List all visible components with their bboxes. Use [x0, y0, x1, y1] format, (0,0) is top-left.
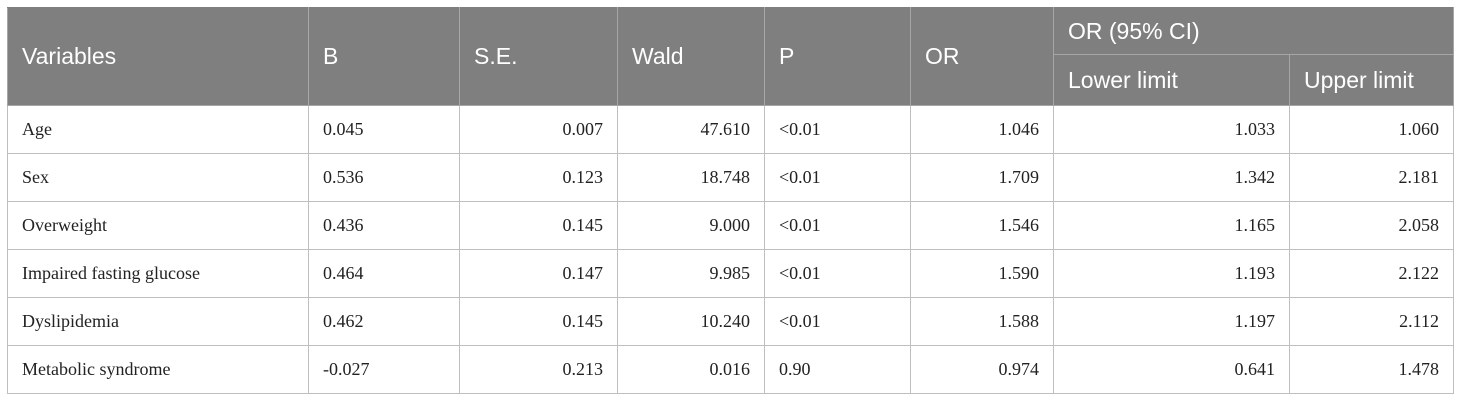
cell-lower: 1.197	[1053, 297, 1290, 346]
cell-b: -0.027	[308, 345, 460, 394]
cell-upper: 1.060	[1288, 105, 1455, 154]
cell-lower: 1.193	[1053, 249, 1290, 298]
cell-se: 0.147	[459, 249, 618, 298]
cell-upper: 2.181	[1288, 153, 1455, 202]
cell-b: 0.045	[308, 105, 460, 154]
cell-lower: 0.641	[1053, 345, 1290, 394]
cell-or: 1.546	[910, 201, 1054, 250]
cell-wald: 0.016	[617, 345, 765, 394]
cell-p: 0.90	[764, 345, 911, 394]
cell-p: <0.01	[764, 153, 911, 202]
cell-variable: Sex	[7, 153, 309, 202]
cell-lower: 1.165	[1053, 201, 1290, 250]
cell-p: <0.01	[764, 249, 911, 298]
cell-b: 0.536	[308, 153, 460, 202]
cell-se: 0.123	[459, 153, 618, 202]
cell-b: 0.464	[308, 249, 460, 298]
header-or-ci: OR (95% CI)	[1052, 7, 1455, 55]
cell-or: 1.590	[910, 249, 1054, 298]
logistic-regression-table-container: Variables B S.E. Wald P OR OR (95% CI) L…	[7, 7, 1455, 394]
table-row: Age 0.045 0.007 47.610 <0.01 1.046 1.033…	[7, 105, 1455, 154]
cell-wald: 47.610	[617, 105, 765, 154]
cell-wald: 9.000	[617, 201, 765, 250]
header-wald: Wald	[617, 7, 765, 106]
cell-lower: 1.033	[1053, 105, 1290, 154]
header-b: B	[308, 7, 460, 106]
header-or: OR	[910, 7, 1054, 106]
table-row: Overweight 0.436 0.145 9.000 <0.01 1.546…	[7, 201, 1455, 250]
cell-upper: 1.478	[1288, 345, 1455, 394]
cell-p: <0.01	[764, 105, 911, 154]
table-row: Sex 0.536 0.123 18.748 <0.01 1.709 1.342…	[7, 153, 1455, 202]
cell-or: 0.974	[910, 345, 1054, 394]
table-row: Metabolic syndrome -0.027 0.213 0.016 0.…	[7, 345, 1455, 394]
cell-or: 1.709	[910, 153, 1054, 202]
table-row: Dyslipidemia 0.462 0.145 10.240 <0.01 1.…	[7, 297, 1455, 346]
cell-wald: 10.240	[617, 297, 765, 346]
table-header: Variables B S.E. Wald P OR OR (95% CI) L…	[7, 7, 1455, 106]
cell-upper: 2.058	[1288, 201, 1455, 250]
header-lower-limit: Lower limit	[1053, 54, 1290, 106]
cell-wald: 9.985	[617, 249, 765, 298]
cell-se: 0.007	[459, 105, 618, 154]
header-upper-limit: Upper limit	[1288, 54, 1455, 106]
cell-variable: Age	[7, 105, 309, 154]
table-row: Impaired fasting glucose 0.464 0.147 9.9…	[7, 249, 1455, 298]
logistic-regression-table: Variables B S.E. Wald P OR OR (95% CI) L…	[7, 7, 1455, 394]
cell-se: 0.213	[459, 345, 618, 394]
cell-wald: 18.748	[617, 153, 765, 202]
header-se: S.E.	[459, 7, 618, 106]
cell-variable: Overweight	[7, 201, 309, 250]
cell-variable: Metabolic syndrome	[7, 345, 309, 394]
header-row-main: Variables B S.E. Wald P OR OR (95% CI)	[7, 7, 1455, 106]
cell-variable: Impaired fasting glucose	[7, 249, 309, 298]
header-row-sub: Lower limit Upper limit	[8, 54, 1455, 106]
cell-p: <0.01	[764, 201, 911, 250]
table-body: Age 0.045 0.007 47.610 <0.01 1.046 1.033…	[7, 105, 1455, 394]
cell-variable: Dyslipidemia	[7, 297, 309, 346]
cell-se: 0.145	[459, 201, 618, 250]
header-variables: Variables	[7, 7, 309, 106]
cell-upper: 2.112	[1288, 297, 1455, 346]
cell-se: 0.145	[459, 297, 618, 346]
cell-b: 0.436	[308, 201, 460, 250]
header-p: P	[764, 7, 911, 106]
cell-or: 1.046	[910, 105, 1054, 154]
cell-lower: 1.342	[1053, 153, 1290, 202]
cell-b: 0.462	[308, 297, 460, 346]
cell-p: <0.01	[764, 297, 911, 346]
cell-or: 1.588	[910, 297, 1054, 346]
cell-upper: 2.122	[1288, 249, 1455, 298]
